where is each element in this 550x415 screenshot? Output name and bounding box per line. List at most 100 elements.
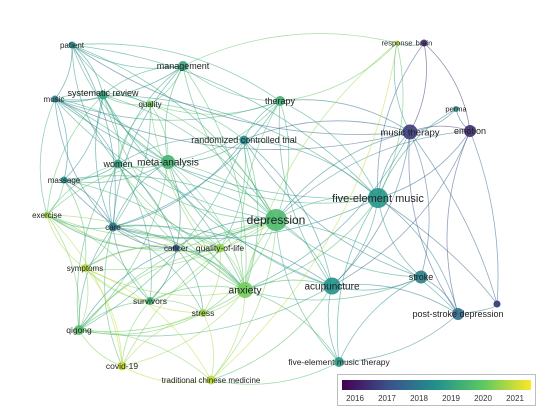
node-acupuncture[interactable] (323, 277, 341, 295)
link-management-women (117, 65, 184, 165)
node-label-quality-of-life[interactable]: quality-of-life (196, 243, 244, 253)
node-survivors[interactable] (146, 297, 154, 305)
node-care[interactable] (108, 222, 118, 232)
node-label-cancer[interactable]: cancer (164, 244, 188, 253)
link-women-qigong (76, 163, 119, 331)
node-label-anxiety[interactable]: anxiety (228, 285, 262, 297)
link-response-traditional-chinese-medicine (210, 42, 398, 381)
link-exercise-survivors (46, 214, 151, 302)
node-massage[interactable] (60, 176, 68, 184)
node-music-therapy[interactable] (402, 124, 418, 140)
node-label-care[interactable]: care (105, 223, 121, 232)
node-management[interactable] (178, 61, 188, 71)
link-stress-qigong (78, 312, 204, 335)
link-depression-systematic-review (102, 94, 277, 221)
node-label-traditional-chinese-medicine[interactable]: traditional chinese medicine (162, 376, 261, 385)
link-anxiety-traditional-chinese-medicine (210, 289, 246, 381)
node-post-stroke-depression[interactable] (452, 308, 464, 320)
node-label-emotion[interactable]: emotion (454, 126, 486, 136)
link-patient-care (71, 44, 116, 228)
link-depression-five-element-music (275, 196, 379, 221)
node-label-survivors[interactable]: survivors (133, 296, 167, 306)
link-meta-analysis-randomized-controlled-trial (167, 139, 245, 163)
node-label-stroke[interactable]: stroke (409, 272, 434, 282)
node-label-patient[interactable]: patient (60, 41, 85, 50)
node-label-massage[interactable]: massage (48, 176, 81, 185)
link-acupuncture-therapy (278, 100, 333, 287)
node-label-stress[interactable]: stress (192, 308, 215, 318)
node-patient[interactable] (68, 41, 76, 49)
node-label-five-element-music[interactable]: five-element music (332, 193, 424, 205)
node-label-brain[interactable]: brain (416, 39, 433, 48)
node-label-response[interactable]: response (382, 39, 413, 48)
node-label-exercise[interactable]: exercise (32, 211, 62, 220)
node-quality[interactable] (146, 100, 154, 108)
link-five-element-music-patient (71, 44, 379, 199)
node-label-quality[interactable]: quality (138, 100, 161, 109)
legend-tick-2021: 2021 (506, 394, 524, 403)
node-symptoms[interactable] (81, 264, 89, 272)
node-emotion[interactable] (464, 125, 476, 137)
link-anxiety-covid-19 (121, 289, 246, 367)
link-symptoms-covid-19 (84, 267, 123, 367)
link-symptoms-qigong (78, 267, 89, 331)
node-stroke[interactable] (414, 270, 428, 284)
node-label-music-therapy[interactable]: music therapy (380, 127, 439, 138)
link-randomized-controlled-trial-women (117, 137, 245, 165)
node-label-therapy[interactable]: therapy (265, 96, 296, 106)
node-label-perma[interactable]: perma (445, 105, 467, 114)
node-label-five-element-music-therapy[interactable]: five-element music therapy (288, 357, 390, 367)
node-women[interactable] (113, 159, 123, 169)
node-five-element-music[interactable] (368, 188, 388, 208)
node-label-covid-19[interactable]: covid-19 (106, 361, 138, 371)
node-label-randomized-controlled-trial[interactable]: randomized controlled trial (191, 135, 297, 145)
node-therapy[interactable] (275, 96, 285, 106)
node-stress[interactable] (199, 309, 207, 317)
node-quality-of-life[interactable] (215, 243, 225, 253)
link-survivors-covid-19 (121, 300, 151, 367)
node-five-element-music-therapy[interactable] (334, 357, 344, 367)
node-systematic-review[interactable] (98, 90, 108, 100)
link-care-stress (112, 226, 204, 314)
link-five-element-music-extra-node (377, 197, 498, 305)
link-quality-of-life-survivors (149, 247, 221, 302)
node-qigong[interactable] (74, 325, 84, 335)
node-label-post-stroke-depression[interactable]: post-stroke depression (412, 309, 503, 319)
node-label-acupuncture[interactable]: acupuncture (304, 282, 359, 293)
legend-tick-2019: 2019 (442, 394, 460, 403)
node-exercise[interactable] (43, 211, 51, 219)
year-color-legend: 2016 2017 2018 2019 2020 2021 (337, 374, 536, 406)
link-systematic-review-exercise (46, 94, 104, 216)
node-anxiety[interactable] (237, 282, 253, 298)
node-cancer[interactable] (172, 244, 180, 252)
node-response[interactable] (394, 40, 400, 46)
link-systematic-review-management (102, 65, 184, 96)
node-covid-19[interactable] (117, 361, 127, 371)
link-emotion-brain (423, 42, 471, 132)
node-traditional-chinese-medicine[interactable] (206, 375, 216, 385)
link-acupuncture-randomized-controlled-trial (243, 139, 333, 287)
node-music[interactable] (51, 95, 59, 103)
node-label-music[interactable]: music (44, 95, 65, 104)
node-label-depression[interactable]: depression (247, 213, 306, 227)
node-brain[interactable] (420, 39, 428, 47)
node-label-qigong[interactable]: qigong (66, 325, 92, 335)
node-label-systematic-review[interactable]: systematic review (67, 88, 139, 98)
node-perma[interactable] (453, 106, 459, 112)
link-acupuncture-anxiety (244, 279, 333, 291)
link-depression-traditional-chinese-medicine (210, 219, 277, 381)
node-randomized-controlled-trial[interactable] (239, 135, 249, 145)
node-meta-analysis[interactable] (161, 155, 175, 169)
node-depression[interactable] (265, 209, 287, 231)
node-label-women[interactable]: women (102, 159, 132, 169)
node-label-management[interactable]: management (157, 61, 210, 71)
link-music-therapy-post-stroke-depression (408, 131, 459, 315)
link-emotion-post-stroke-depression (446, 130, 471, 315)
link-depression-symptoms (84, 219, 277, 270)
link-women-quality-of-life (117, 163, 221, 249)
link-anxiety-women (117, 163, 246, 291)
node-label-meta-analysis[interactable]: meta-analysis (137, 158, 199, 169)
node-unlabeled-0[interactable] (493, 300, 501, 308)
node-label-symptoms[interactable]: symptoms (67, 264, 103, 273)
